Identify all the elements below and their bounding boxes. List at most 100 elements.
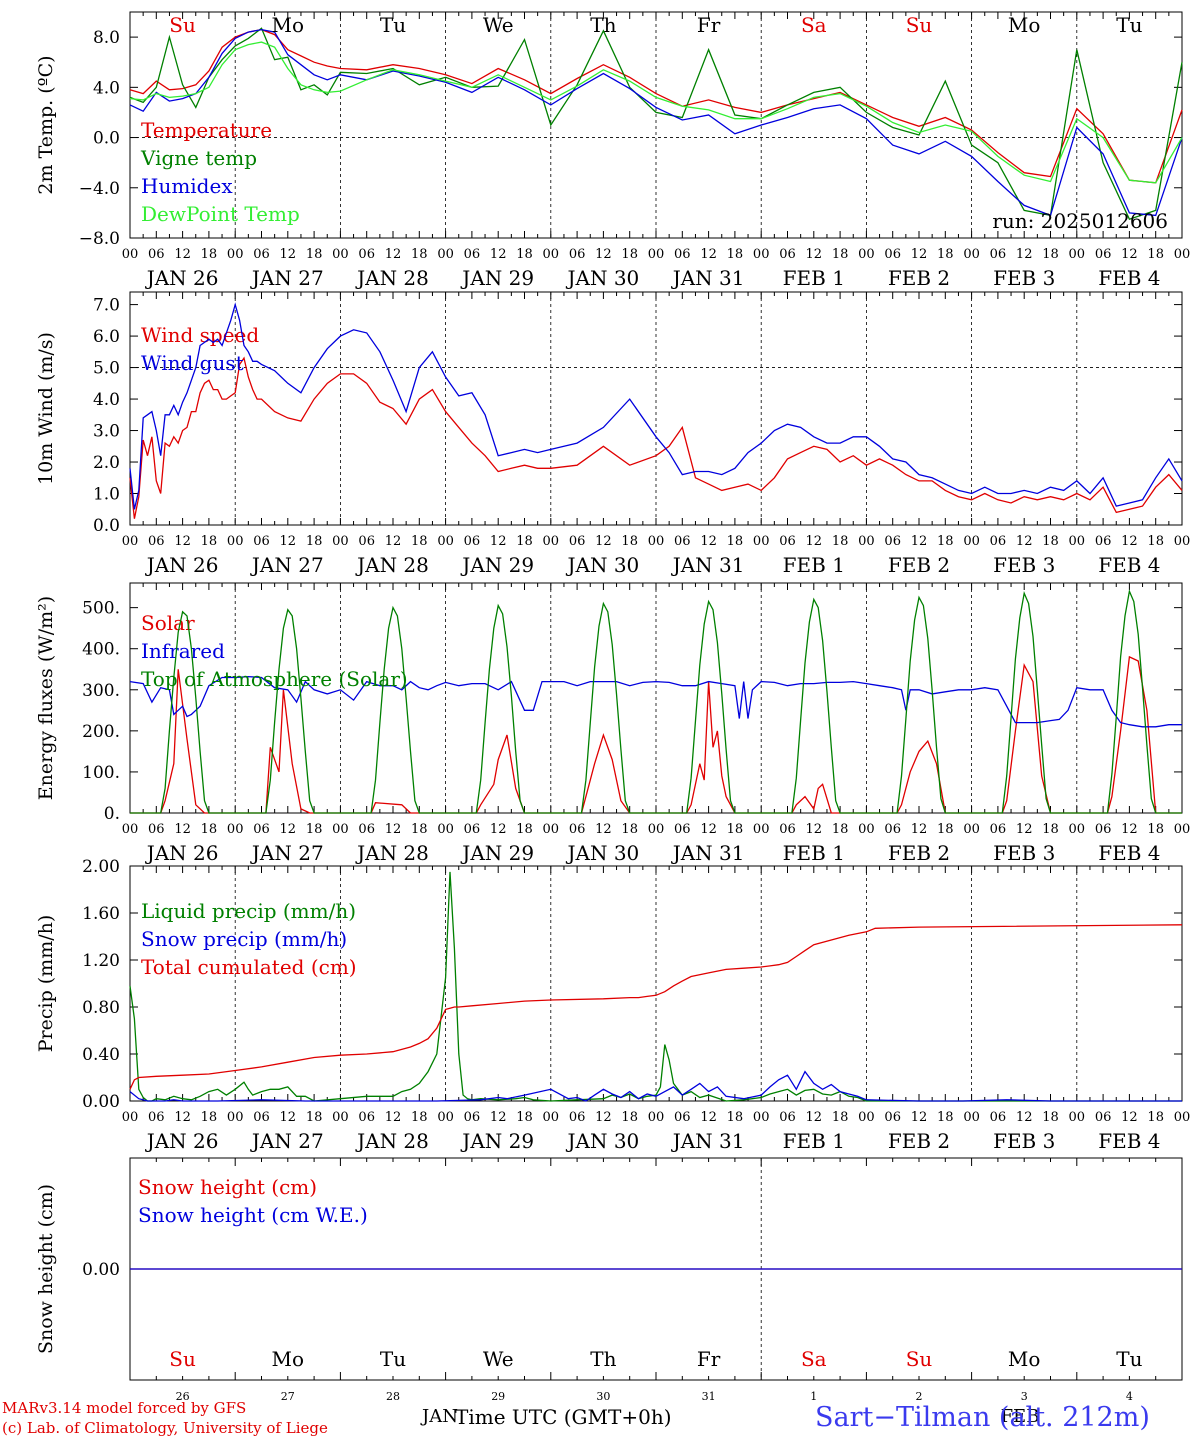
hour-tick-label: 00	[227, 247, 244, 262]
hour-tick-label: 18	[937, 247, 954, 262]
y-axis-label: Energy fluxes (W/m²)	[35, 596, 57, 800]
legend-entry: Wind gust	[141, 351, 244, 375]
date-label: JAN 31	[671, 1129, 745, 1153]
y-tick-label: 1.0	[93, 485, 120, 505]
date-label: JAN 30	[566, 266, 640, 290]
hour-tick-label: 12	[1016, 534, 1033, 549]
day-number-label: 1	[810, 1390, 817, 1403]
hour-tick-label: 00	[543, 1110, 560, 1125]
hour-tick-label: 18	[516, 1110, 533, 1125]
hour-tick-label: 00	[332, 247, 349, 262]
hour-tick-label: 18	[621, 534, 638, 549]
hour-tick-label: 06	[358, 822, 375, 837]
date-label: JAN 26	[145, 841, 219, 865]
hour-tick-label: 06	[569, 247, 586, 262]
weekday-label-bottom: Fr	[697, 1347, 721, 1371]
date-label: FEB 2	[888, 266, 950, 290]
hour-tick-label: 12	[280, 534, 297, 549]
y-tick-label: 2.0	[93, 453, 120, 473]
hour-tick-label: 06	[464, 247, 481, 262]
weekday-label-top: Fr	[697, 13, 721, 37]
weekday-label-bottom: Su	[906, 1347, 933, 1371]
y-tick-label: 300.	[82, 681, 120, 701]
legend-entry: Wind speed	[141, 323, 259, 347]
hour-tick-label: 00	[1174, 822, 1191, 837]
date-label: FEB 4	[1098, 553, 1160, 577]
hour-tick-label: 00	[753, 822, 770, 837]
series-line	[129, 28, 1183, 217]
hour-tick-label: 06	[990, 1110, 1007, 1125]
weekday-label-top: Mo	[1008, 13, 1041, 37]
series-line	[129, 356, 1183, 519]
date-label: JAN 28	[355, 553, 429, 577]
legend-entry: Vigne temp	[140, 146, 257, 170]
hour-tick-label: 00	[227, 822, 244, 837]
date-label: JAN 27	[250, 1129, 324, 1153]
date-label: FEB 2	[888, 841, 950, 865]
hour-tick-label: 00	[858, 534, 875, 549]
weekday-label-top: Mo	[272, 13, 305, 37]
hour-tick-label: 12	[490, 1110, 507, 1125]
hour-tick-label: 12	[700, 1110, 717, 1125]
hour-tick-label: 06	[674, 1110, 691, 1125]
hour-tick-label: 00	[648, 1110, 665, 1125]
date-label: JAN 26	[145, 553, 219, 577]
hour-tick-label: 18	[201, 247, 218, 262]
hour-tick-label: 00	[1174, 247, 1191, 262]
date-label: JAN 31	[671, 553, 745, 577]
date-label: FEB 4	[1098, 1129, 1160, 1153]
legend-entry: Solar	[141, 611, 195, 635]
weekday-label-bottom: Su	[169, 1347, 196, 1371]
y-tick-label: 5.0	[93, 359, 120, 379]
y-tick-label: 400.	[82, 640, 120, 660]
hour-tick-label: 18	[727, 1110, 744, 1125]
hour-tick-label: 18	[411, 247, 428, 262]
run-label: run: 2025012606	[992, 209, 1168, 233]
hour-tick-label: 00	[1174, 534, 1191, 549]
hour-tick-label: 00	[122, 1110, 139, 1125]
hour-tick-label: 06	[253, 534, 270, 549]
series-line	[129, 41, 1183, 184]
hour-tick-label: 12	[1016, 1110, 1033, 1125]
hour-tick-label: 00	[332, 1110, 349, 1125]
hour-tick-label: 12	[700, 534, 717, 549]
date-label: JAN 31	[671, 266, 745, 290]
weekday-label-top: Sa	[801, 13, 827, 37]
hour-tick-label: 18	[306, 247, 323, 262]
hour-tick-label: 06	[464, 1110, 481, 1125]
hour-tick-label: 00	[858, 1110, 875, 1125]
hour-tick-label: 12	[280, 1110, 297, 1125]
legend-entry: DewPoint Temp	[141, 202, 300, 226]
hour-tick-label: 12	[806, 1110, 823, 1125]
y-tick-label: 0.80	[82, 998, 120, 1018]
date-label: FEB 3	[993, 553, 1055, 577]
date-label: FEB 3	[993, 266, 1055, 290]
series-line	[129, 871, 1182, 1102]
hour-tick-label: 06	[253, 1110, 270, 1125]
day-number-label: 3	[1021, 1390, 1028, 1403]
hour-tick-label: 06	[148, 534, 165, 549]
weekday-label-bottom: Th	[590, 1347, 616, 1371]
weekday-label-top: Th	[590, 13, 616, 37]
hour-tick-label: 12	[490, 822, 507, 837]
hour-tick-label: 06	[253, 247, 270, 262]
hour-tick-label: 12	[911, 822, 928, 837]
hour-tick-label: 00	[122, 822, 139, 837]
series-line	[130, 655, 1182, 814]
hour-tick-label: 00	[858, 247, 875, 262]
hour-tick-label: 06	[358, 1110, 375, 1125]
hour-tick-label: 00	[648, 822, 665, 837]
hour-tick-label: 06	[779, 822, 796, 837]
hour-tick-label: 06	[1095, 822, 1112, 837]
hour-tick-label: 00	[648, 534, 665, 549]
hour-tick-label: 06	[1095, 534, 1112, 549]
date-label: FEB 1	[783, 553, 845, 577]
series-line	[129, 675, 1182, 728]
date-label: JAN 29	[460, 841, 534, 865]
y-tick-label: −4.0	[79, 179, 120, 199]
hour-tick-label: 06	[779, 247, 796, 262]
hour-tick-label: 00	[963, 822, 980, 837]
hour-tick-label: 00	[543, 534, 560, 549]
hour-tick-label: 18	[1147, 247, 1164, 262]
hour-tick-label: 00	[122, 247, 139, 262]
